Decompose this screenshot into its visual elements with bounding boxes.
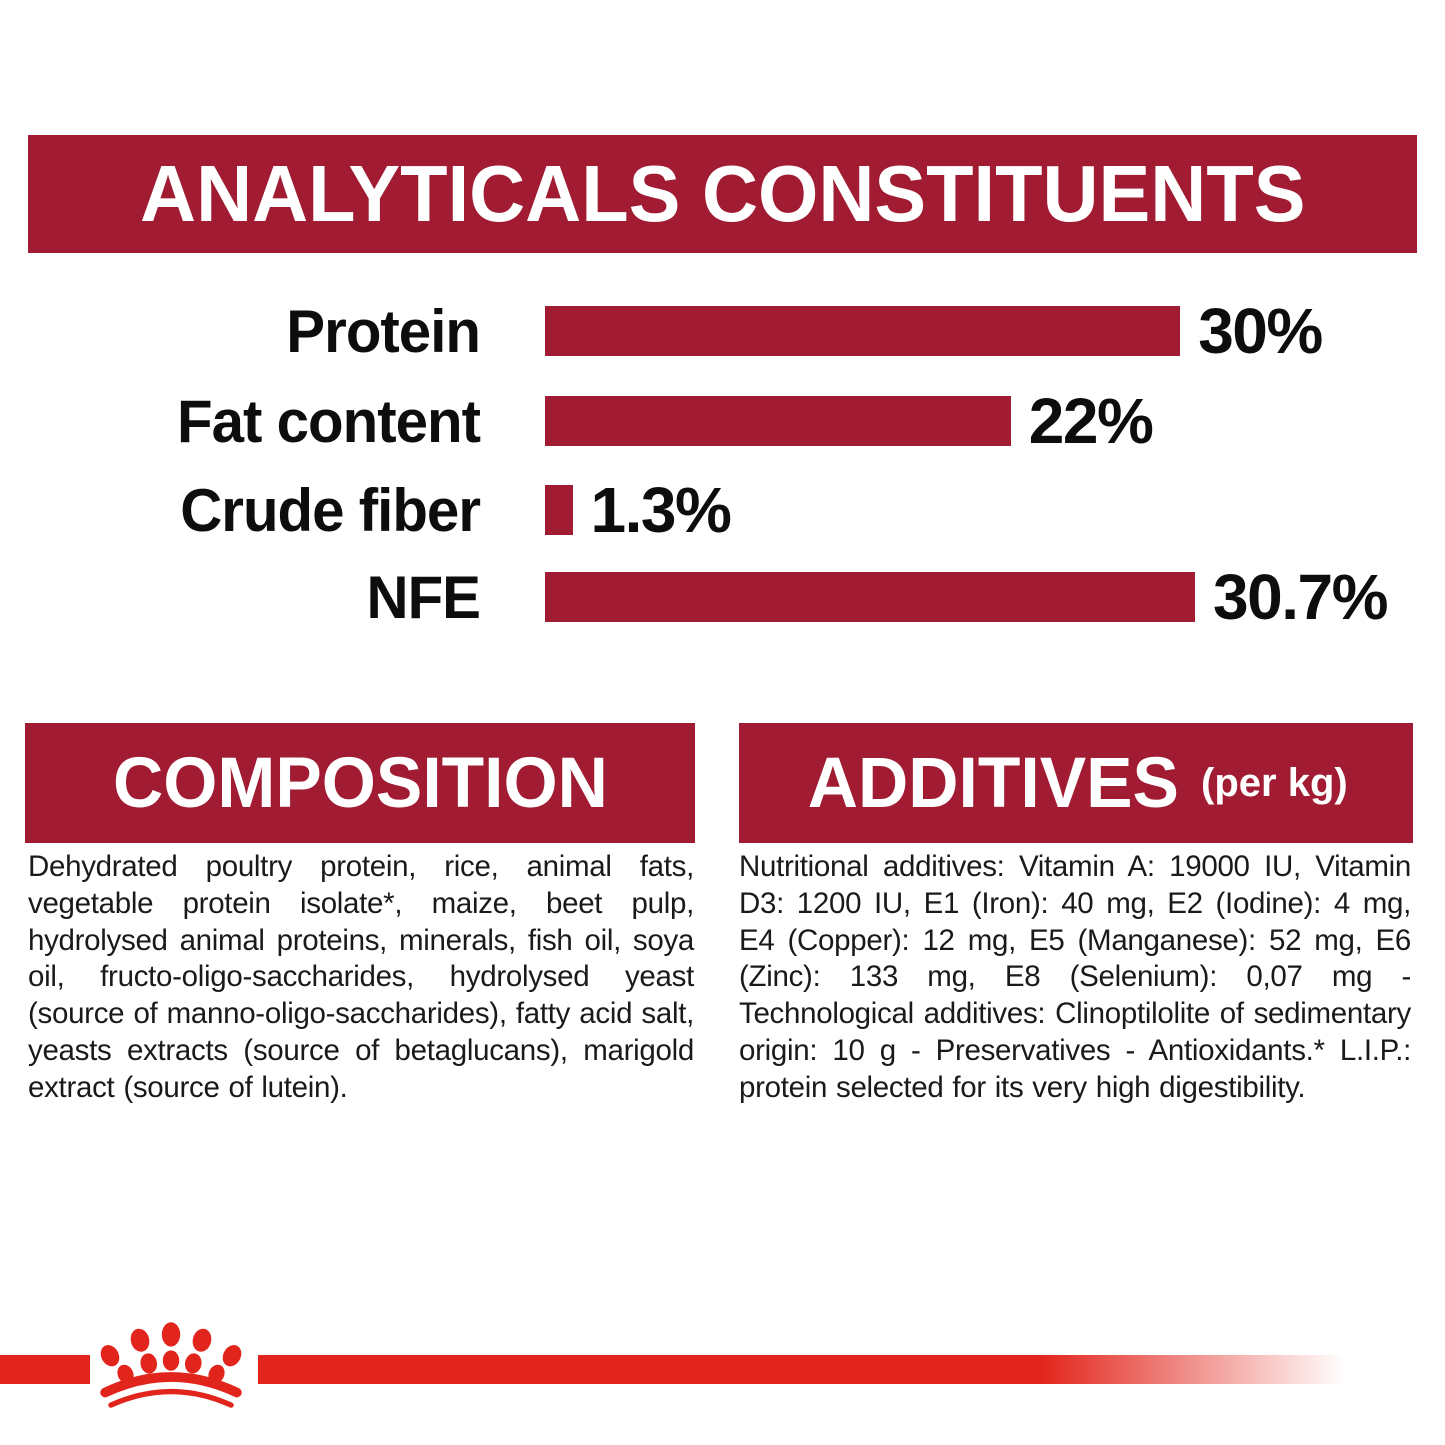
analyticals-chart: Protein 30% Fat content 22% Crude fiber … [0,0,1445,700]
royal-canin-crown-icon [100,1322,242,1408]
nfe-bar [545,572,1195,622]
bar-track: 30% [545,294,1323,368]
analyticals-title: ANALYTICALS CONSTITUENTS [139,149,1306,238]
bar-value: 1.3% [590,474,732,546]
bar-value: 30.7% [1213,561,1388,633]
crude-fiber-bar [545,485,573,535]
bar-row-nfe: NFE 30.7% [0,560,1445,634]
bar-label: Crude fiber [180,476,481,544]
bar-value: 30% [1198,295,1323,367]
bar-track: 1.3% [545,473,732,547]
bar-track: 22% [545,384,1154,458]
analyticals-banner: ANALYTICALS CONSTITUENTS [28,135,1417,253]
additives-title-suffix: (per kg) [1201,760,1348,805]
composition-text: Dehydrated poultry protein, rice, animal… [28,850,694,1104]
composition-title: COMPOSITION [112,743,608,823]
additives-text: Nutritional additives: Vitamin A: 19000 … [739,850,1411,1104]
bar-row-fat-content: Fat content 22% [0,384,1445,458]
fat-content-bar [545,396,1011,446]
composition-banner: COMPOSITION [25,723,695,843]
bar-label: Protein [286,297,481,365]
footer-band-right [258,1355,1345,1384]
additives-title-group: ADDITIVES (per kg) [804,743,1348,824]
bar-row-crude-fiber: Crude fiber 1.3% [0,473,1445,547]
bar-value: 22% [1028,385,1154,457]
protein-bar [545,306,1181,356]
footer-band-left [0,1355,90,1384]
bar-label: Fat content [177,387,481,455]
additives-banner: ADDITIVES (per kg) [739,723,1413,843]
bar-row-protein: Protein 30% [0,294,1445,368]
additives-title: ADDITIVES [808,743,1180,823]
bar-label: NFE [366,563,481,631]
bar-track: 30.7% [545,560,1388,634]
